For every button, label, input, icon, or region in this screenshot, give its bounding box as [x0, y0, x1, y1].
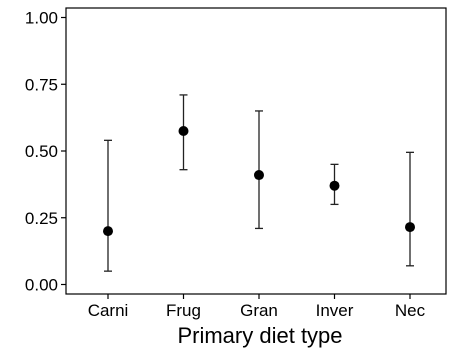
data-points	[103, 125, 415, 237]
x-tick-label: Inver	[316, 301, 354, 320]
data-point	[405, 222, 415, 233]
x-tick-label: Carni	[88, 301, 129, 320]
error-bar	[104, 139, 112, 272]
data-point	[254, 170, 264, 181]
y-tick-label: 1.00	[25, 9, 58, 28]
error-bars	[104, 94, 414, 272]
error-bar	[255, 110, 263, 230]
y-tick-label: 0.50	[25, 142, 58, 161]
x-tick-label: Frug	[166, 301, 201, 320]
y-tick-label: 0.25	[25, 209, 58, 228]
x-axis-title: Primary diet type	[177, 323, 342, 348]
x-tick-label: Nec	[395, 301, 426, 320]
x-tick-label: Gran	[240, 301, 278, 320]
error-bar	[406, 151, 414, 267]
y-tick-label: 0.75	[25, 75, 58, 94]
y-tick-label: 0.00	[25, 276, 58, 295]
x-axis: Carni Frug Gran Inver Nec	[88, 294, 426, 320]
plot-frame	[65, 7, 447, 295]
data-point	[329, 180, 340, 191]
data-point	[103, 226, 113, 237]
data-point	[178, 125, 189, 136]
y-axis: 0.00 0.25 0.50 0.75 1.00	[25, 9, 66, 295]
plot-panel-border	[65, 7, 447, 295]
